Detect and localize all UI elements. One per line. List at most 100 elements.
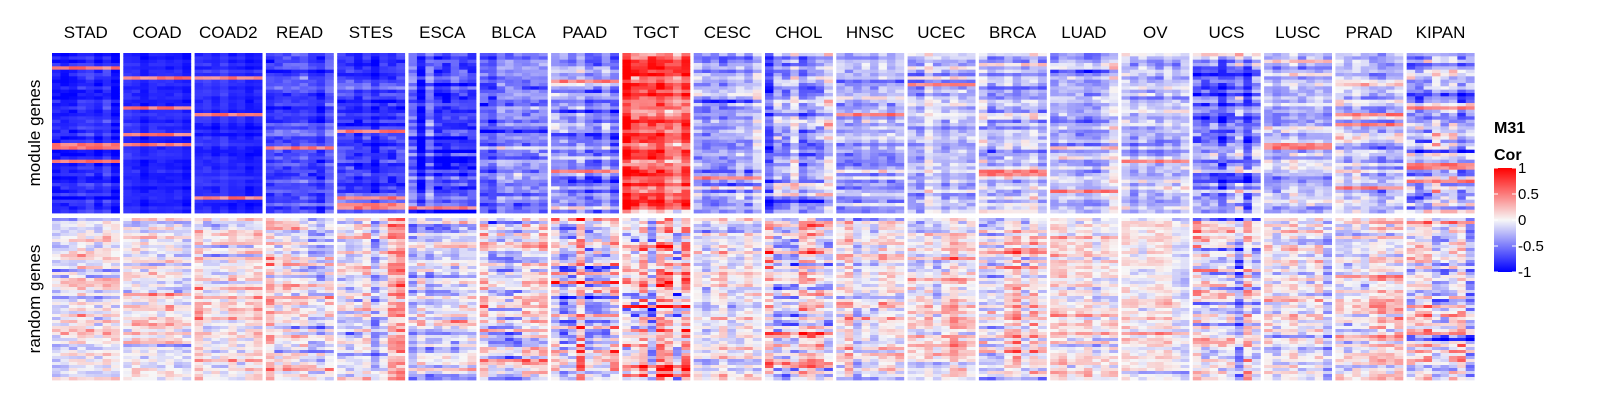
heatmap-cell (102, 353, 112, 357)
heatmap-cell (194, 186, 204, 191)
heatmap-cell (265, 248, 275, 252)
heatmap-cell (157, 320, 166, 324)
heatmap-cell (467, 163, 477, 167)
heatmap-cell (131, 199, 141, 204)
heatmap-cell (157, 302, 166, 306)
heatmap-cell (299, 56, 309, 61)
heatmap-cell (52, 293, 61, 297)
heatmap-cell (111, 368, 120, 372)
heatmap-cell (370, 344, 380, 348)
heatmap-block-stes-random (337, 218, 406, 381)
heatmap-cell (245, 159, 255, 164)
heatmap-cell (274, 73, 284, 77)
heatmap-cell (316, 257, 326, 261)
heatmap-cell (52, 236, 61, 240)
heatmap-cell (52, 281, 61, 285)
heatmap-cell (337, 103, 347, 107)
heatmap-cell (450, 153, 460, 157)
heatmap-cell (291, 365, 301, 369)
heatmap-cell (265, 129, 275, 134)
heatmap-cell (308, 359, 317, 363)
heatmap-cell (60, 69, 70, 74)
heatmap-cell (396, 260, 406, 264)
heatmap-cell (467, 260, 477, 264)
heatmap-cell (274, 109, 284, 114)
heatmap-cell (354, 293, 363, 297)
heatmap-cell (433, 329, 443, 333)
heatmap-cell (165, 239, 175, 243)
heatmap-cell (236, 156, 246, 161)
heatmap-cell (265, 221, 275, 225)
heatmap-cell (52, 329, 61, 333)
heatmap-cell (148, 96, 158, 101)
heatmap-cell (102, 362, 112, 366)
heatmap-cell (408, 248, 418, 252)
heatmap-cell (123, 113, 133, 117)
heatmap-cell (274, 347, 284, 351)
heatmap-cell (265, 196, 275, 201)
heatmap-cell (387, 126, 397, 131)
heatmap-cell (102, 218, 112, 222)
heatmap-cell (253, 179, 263, 184)
heatmap-cell (85, 272, 95, 276)
heatmap-cell (459, 371, 468, 375)
heatmap-cell (274, 233, 284, 237)
heatmap-cell (85, 163, 95, 167)
heatmap-cell (203, 73, 212, 77)
heatmap-cell (219, 196, 229, 201)
heatmap-cell (387, 320, 397, 324)
heatmap-cell (219, 83, 229, 87)
heatmap-cell (52, 79, 61, 84)
heatmap-cell (111, 86, 120, 91)
heatmap-cell (60, 332, 70, 336)
heatmap-cell (274, 365, 284, 369)
heatmap-cell (345, 275, 355, 279)
column-label-ucs: UCS (1209, 23, 1245, 42)
heatmap-cell (245, 99, 255, 104)
heatmap-cell (211, 365, 221, 369)
heatmap-cell (182, 93, 192, 97)
heatmap-cell (425, 329, 435, 333)
heatmap-cell (433, 284, 443, 288)
heatmap-cell (459, 242, 468, 246)
heatmap-cell (253, 139, 263, 144)
heatmap-cell (291, 227, 301, 231)
heatmap-cell (148, 365, 158, 369)
heatmap-cell (442, 353, 452, 357)
heatmap-cell (219, 332, 229, 336)
heatmap-cell (165, 224, 175, 228)
heatmap-cell (182, 260, 192, 264)
heatmap-cell (52, 296, 61, 300)
heatmap-cell (370, 129, 380, 134)
heatmap-cell (433, 302, 443, 306)
heatmap-cell (530, 56, 540, 61)
heatmap-cell (203, 347, 212, 351)
heatmap-cell (416, 139, 426, 144)
heatmap-cell (396, 311, 406, 315)
heatmap-cell (425, 86, 435, 91)
heatmap-cell (379, 146, 389, 151)
heatmap-cell (182, 245, 192, 249)
heatmap-cell (345, 287, 355, 291)
heatmap-cell (131, 63, 141, 67)
heatmap-cell (123, 353, 133, 357)
heatmap-cell (203, 159, 212, 164)
heatmap-cell (182, 79, 192, 84)
heatmap-cell (387, 183, 397, 187)
heatmap-cell (282, 79, 292, 84)
heatmap-cell (60, 353, 70, 357)
heatmap-cell (219, 96, 229, 101)
heatmap-cell (219, 350, 229, 354)
heatmap-cell (94, 56, 104, 61)
heatmap-cell (60, 356, 70, 360)
heatmap-cell (396, 248, 406, 252)
heatmap-cell (94, 186, 104, 191)
heatmap-cell (211, 76, 221, 81)
heatmap-cell (425, 156, 435, 161)
heatmap-cell (60, 66, 70, 71)
heatmap-cell (396, 257, 406, 261)
heatmap-cell (362, 149, 372, 154)
heatmap-cell (345, 109, 355, 114)
heatmap-cell (433, 368, 443, 372)
heatmap-cell (316, 305, 326, 309)
